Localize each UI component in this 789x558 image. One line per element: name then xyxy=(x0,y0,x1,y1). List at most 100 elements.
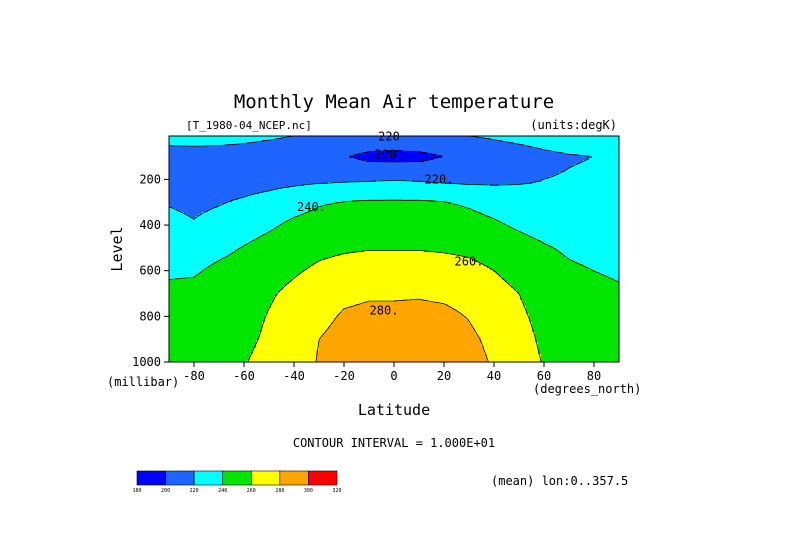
contour-cell xyxy=(394,300,427,302)
contour-cell xyxy=(352,200,436,202)
x-tick-label: 40 xyxy=(487,369,501,383)
contour-cell xyxy=(169,208,175,210)
contour-cell xyxy=(169,316,265,318)
contour-cell xyxy=(169,276,193,278)
y-unit-label: (millibar) xyxy=(107,375,179,389)
contour-cell xyxy=(169,176,550,178)
contour-cell xyxy=(304,212,481,214)
contour-cell xyxy=(334,320,469,322)
contour-cell xyxy=(169,268,205,270)
colorbar-tick-label: 260 xyxy=(247,488,256,494)
contour-cell xyxy=(262,322,331,324)
contour-cell xyxy=(286,220,499,222)
contour-cell xyxy=(169,184,304,186)
contour-cell xyxy=(289,136,478,138)
contour-cell xyxy=(526,234,619,236)
contour-cell xyxy=(319,206,463,208)
contour-cell xyxy=(559,172,619,174)
contour-cell xyxy=(217,206,319,208)
contour-cell xyxy=(250,194,619,196)
contour-cell xyxy=(199,272,301,274)
colorbar-tick-label: 320 xyxy=(332,488,341,494)
contour-cell xyxy=(169,296,274,298)
contour-cell xyxy=(169,246,241,248)
contour-cell xyxy=(490,268,589,270)
contour-cell xyxy=(535,340,619,342)
contour-cell xyxy=(208,210,310,212)
contour-cell xyxy=(274,228,514,230)
contour-cell xyxy=(532,328,619,330)
contour-cell xyxy=(487,360,541,362)
contour-cell xyxy=(169,170,565,172)
contour-cell xyxy=(454,308,526,310)
contour-cell xyxy=(169,350,253,352)
contour-cell xyxy=(250,358,316,360)
contour-cell xyxy=(169,188,277,190)
contour-cell xyxy=(535,336,619,338)
contour-cell xyxy=(325,332,475,334)
contour-cell xyxy=(481,344,538,346)
contour-cell xyxy=(550,150,619,152)
contour-cell xyxy=(484,214,619,216)
contour-cell xyxy=(271,306,349,308)
contour-cell xyxy=(490,216,619,218)
contour-cell xyxy=(169,226,277,228)
contour-cell xyxy=(448,304,523,306)
contour-cell xyxy=(535,238,619,240)
contour-cell xyxy=(472,258,568,260)
contour-cell xyxy=(325,258,472,260)
contour-cell xyxy=(295,216,490,218)
contour-cell xyxy=(538,350,619,352)
contour-cell xyxy=(301,272,496,274)
contour-cell xyxy=(238,198,619,200)
contour-cell xyxy=(313,264,484,266)
contour-cell xyxy=(169,318,265,320)
contour-cell xyxy=(523,302,619,304)
contour-cell xyxy=(169,340,256,342)
contour-cell xyxy=(517,292,619,294)
contour-line xyxy=(315,298,489,363)
contour-cell xyxy=(169,356,250,358)
contour-cell xyxy=(277,138,490,140)
contour-lines xyxy=(168,135,620,363)
contour-cell xyxy=(169,158,358,160)
colorbar: 180 200 220 240 260 280 300 320 xyxy=(132,470,342,494)
contour-cell xyxy=(292,218,493,220)
contour-cell xyxy=(340,312,460,314)
contour-cell xyxy=(268,308,343,310)
contour-cell xyxy=(169,358,250,360)
x-tick-label: -40 xyxy=(283,369,305,383)
contour-cell xyxy=(268,310,343,312)
contour-cell xyxy=(169,250,235,252)
contour-cell xyxy=(322,334,478,336)
contour-cell xyxy=(262,326,328,328)
y-axis-label: Level xyxy=(108,226,126,271)
contour-cell xyxy=(514,228,619,230)
contour-cell xyxy=(532,326,619,328)
contour-cell xyxy=(481,212,619,214)
contour-cell xyxy=(538,348,619,350)
contour-cell xyxy=(349,306,451,308)
contour-cell xyxy=(316,354,487,356)
contour-cell xyxy=(520,294,619,296)
contour-cell xyxy=(226,202,334,204)
colorbar-swatch xyxy=(136,470,166,486)
contour-cell xyxy=(304,270,493,272)
contour-cell xyxy=(169,252,232,254)
contour-cell xyxy=(340,254,457,256)
contour-cell xyxy=(526,308,619,310)
contour-cell xyxy=(316,360,487,362)
contour-cell xyxy=(169,224,280,226)
contour-cell xyxy=(169,238,256,240)
contour-cell xyxy=(169,180,376,182)
contour-cell xyxy=(484,350,538,352)
contour-cell xyxy=(169,336,259,338)
contour-cell xyxy=(436,200,619,202)
contour-cell xyxy=(568,168,619,170)
contour-cell xyxy=(364,302,439,304)
contour-cell xyxy=(478,136,619,138)
contour-cell xyxy=(541,240,619,242)
contour-cell xyxy=(274,300,394,302)
contour-cell xyxy=(169,144,226,146)
contour-cell xyxy=(538,352,619,354)
